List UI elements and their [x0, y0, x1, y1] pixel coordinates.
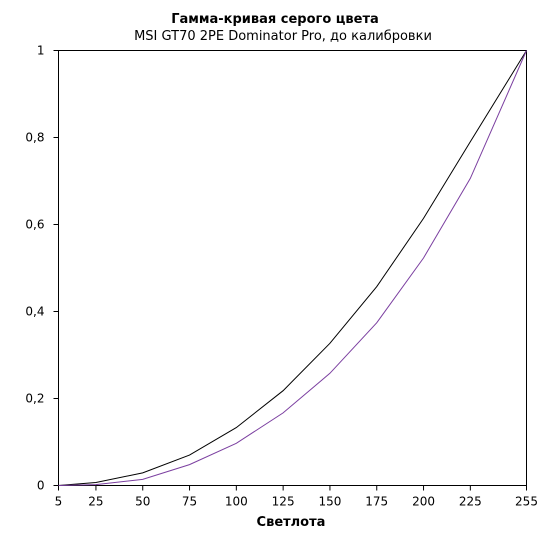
y-tick-label: 0,8 [25, 131, 44, 145]
x-tick-label: 75 [182, 495, 197, 509]
series-group [58, 50, 527, 486]
x-tick-label: 125 [272, 495, 295, 509]
y-tick-label: 0 [37, 479, 45, 493]
x-tick-label: 5 [55, 495, 63, 509]
series-line-1 [58, 50, 527, 486]
x-tick-label: 150 [318, 495, 341, 509]
plot-area-frame [58, 50, 527, 486]
chart-subtitle: MSI GT70 2PE Dominator Pro, до калибровк… [134, 29, 432, 44]
y-tick-label: 0,2 [25, 392, 44, 406]
x-tick-label: 255 [515, 495, 538, 509]
chart-title: Гамма-кривая серого цвета [171, 12, 379, 27]
x-tick-label: 25 [88, 495, 103, 509]
x-tick-label: 175 [365, 495, 388, 509]
series-line-2 [58, 50, 527, 486]
x-tick-label: 100 [225, 495, 248, 509]
x-axis: 5 25 50 75 100 125 150 175 200 225 255 [55, 485, 538, 509]
y-tick-label: 0,4 [25, 305, 44, 319]
x-tick-label: 225 [459, 495, 482, 509]
x-axis-label: Светлота [257, 515, 326, 530]
y-tick-label: 1 [37, 44, 45, 58]
y-tick-label: 0,6 [25, 218, 44, 232]
x-tick-label: 200 [412, 495, 435, 509]
y-axis: 0 0,2 0,4 0,6 0,8 1 [25, 44, 59, 493]
x-tick-label: 50 [135, 495, 150, 509]
